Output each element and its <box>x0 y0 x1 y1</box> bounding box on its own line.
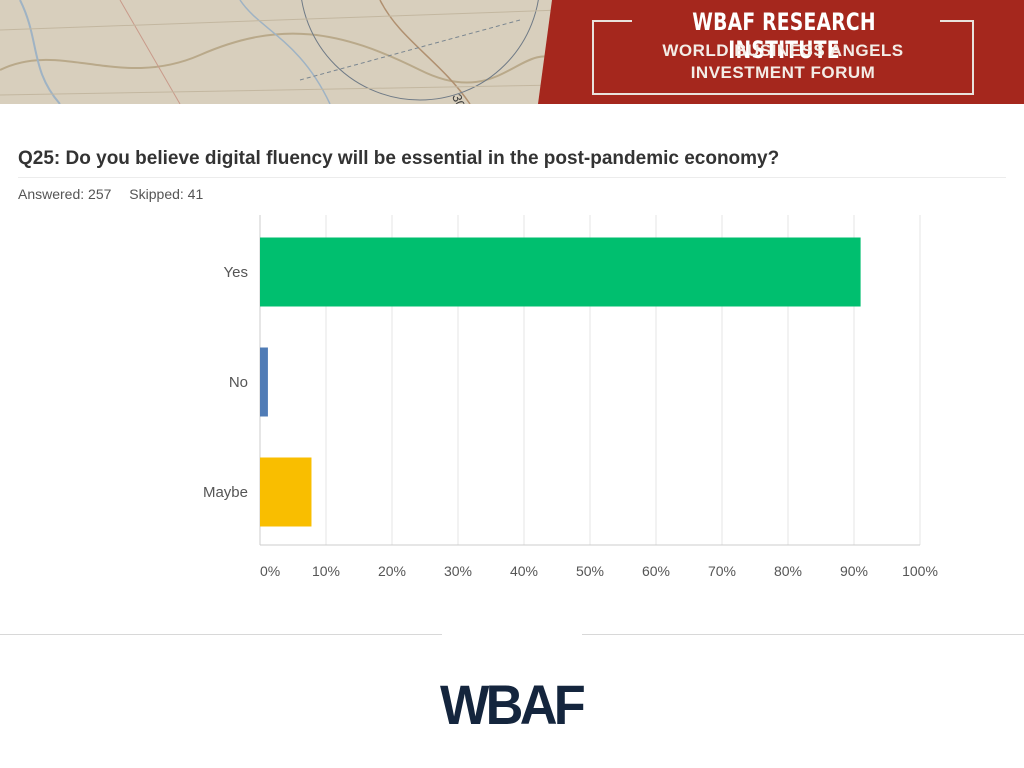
question-title: Q25: Do you believe digital fluency will… <box>18 148 780 169</box>
banner-red-panel <box>538 0 1024 104</box>
x-tick-label: 0% <box>260 563 280 579</box>
map-image: 30 <box>0 0 561 104</box>
banner-subtitle-line2: INVESTMENT FORUM <box>690 63 876 82</box>
wbaf-logo-text: WBAF <box>440 674 584 730</box>
category-label: No <box>229 374 248 391</box>
x-tick-label: 10% <box>312 563 340 579</box>
bar-yes <box>260 237 861 307</box>
bar-no <box>260 347 268 417</box>
x-tick-label: 70% <box>708 563 736 579</box>
header-banner: 30 WBAF RESEARCH INSTITUTE WORLD BUSINES… <box>0 0 1024 104</box>
answered-count: Answered: 257 <box>18 186 112 202</box>
banner-subtitle-line1: WORLD BUSINESS ANGELS <box>662 41 904 60</box>
x-tick-label: 40% <box>510 563 538 579</box>
x-tick-label: 20% <box>378 563 406 579</box>
footer-rule-right <box>582 634 1024 635</box>
bar-maybe <box>260 457 312 527</box>
wbaf-logo: WBAF <box>440 674 584 730</box>
x-tick-label: 100% <box>902 563 938 579</box>
x-tick-label: 90% <box>840 563 868 579</box>
banner-title: WBAF RESEARCH INSTITUTE <box>692 8 876 64</box>
banner-frame <box>592 20 974 95</box>
map-label: 30 <box>449 92 468 104</box>
divider <box>18 177 1006 178</box>
bar-chart: 0% 10% 20% 30% 40% 50% 60% 70% 80% 90% 100% Yes No Ma… <box>203 215 938 579</box>
x-tick-label: 50% <box>576 563 604 579</box>
map-illustration: 30 <box>0 0 561 104</box>
x-tick-label: 60% <box>642 563 670 579</box>
x-tick-label: 80% <box>774 563 802 579</box>
response-stats: Answered: 257 Skipped: 41 <box>18 186 217 202</box>
skipped-count: Skipped: 41 <box>129 186 204 202</box>
x-tick-label: 30% <box>444 563 472 579</box>
category-label: Maybe <box>203 484 248 501</box>
category-label: Yes <box>224 264 248 281</box>
footer-rule-left <box>0 634 442 635</box>
